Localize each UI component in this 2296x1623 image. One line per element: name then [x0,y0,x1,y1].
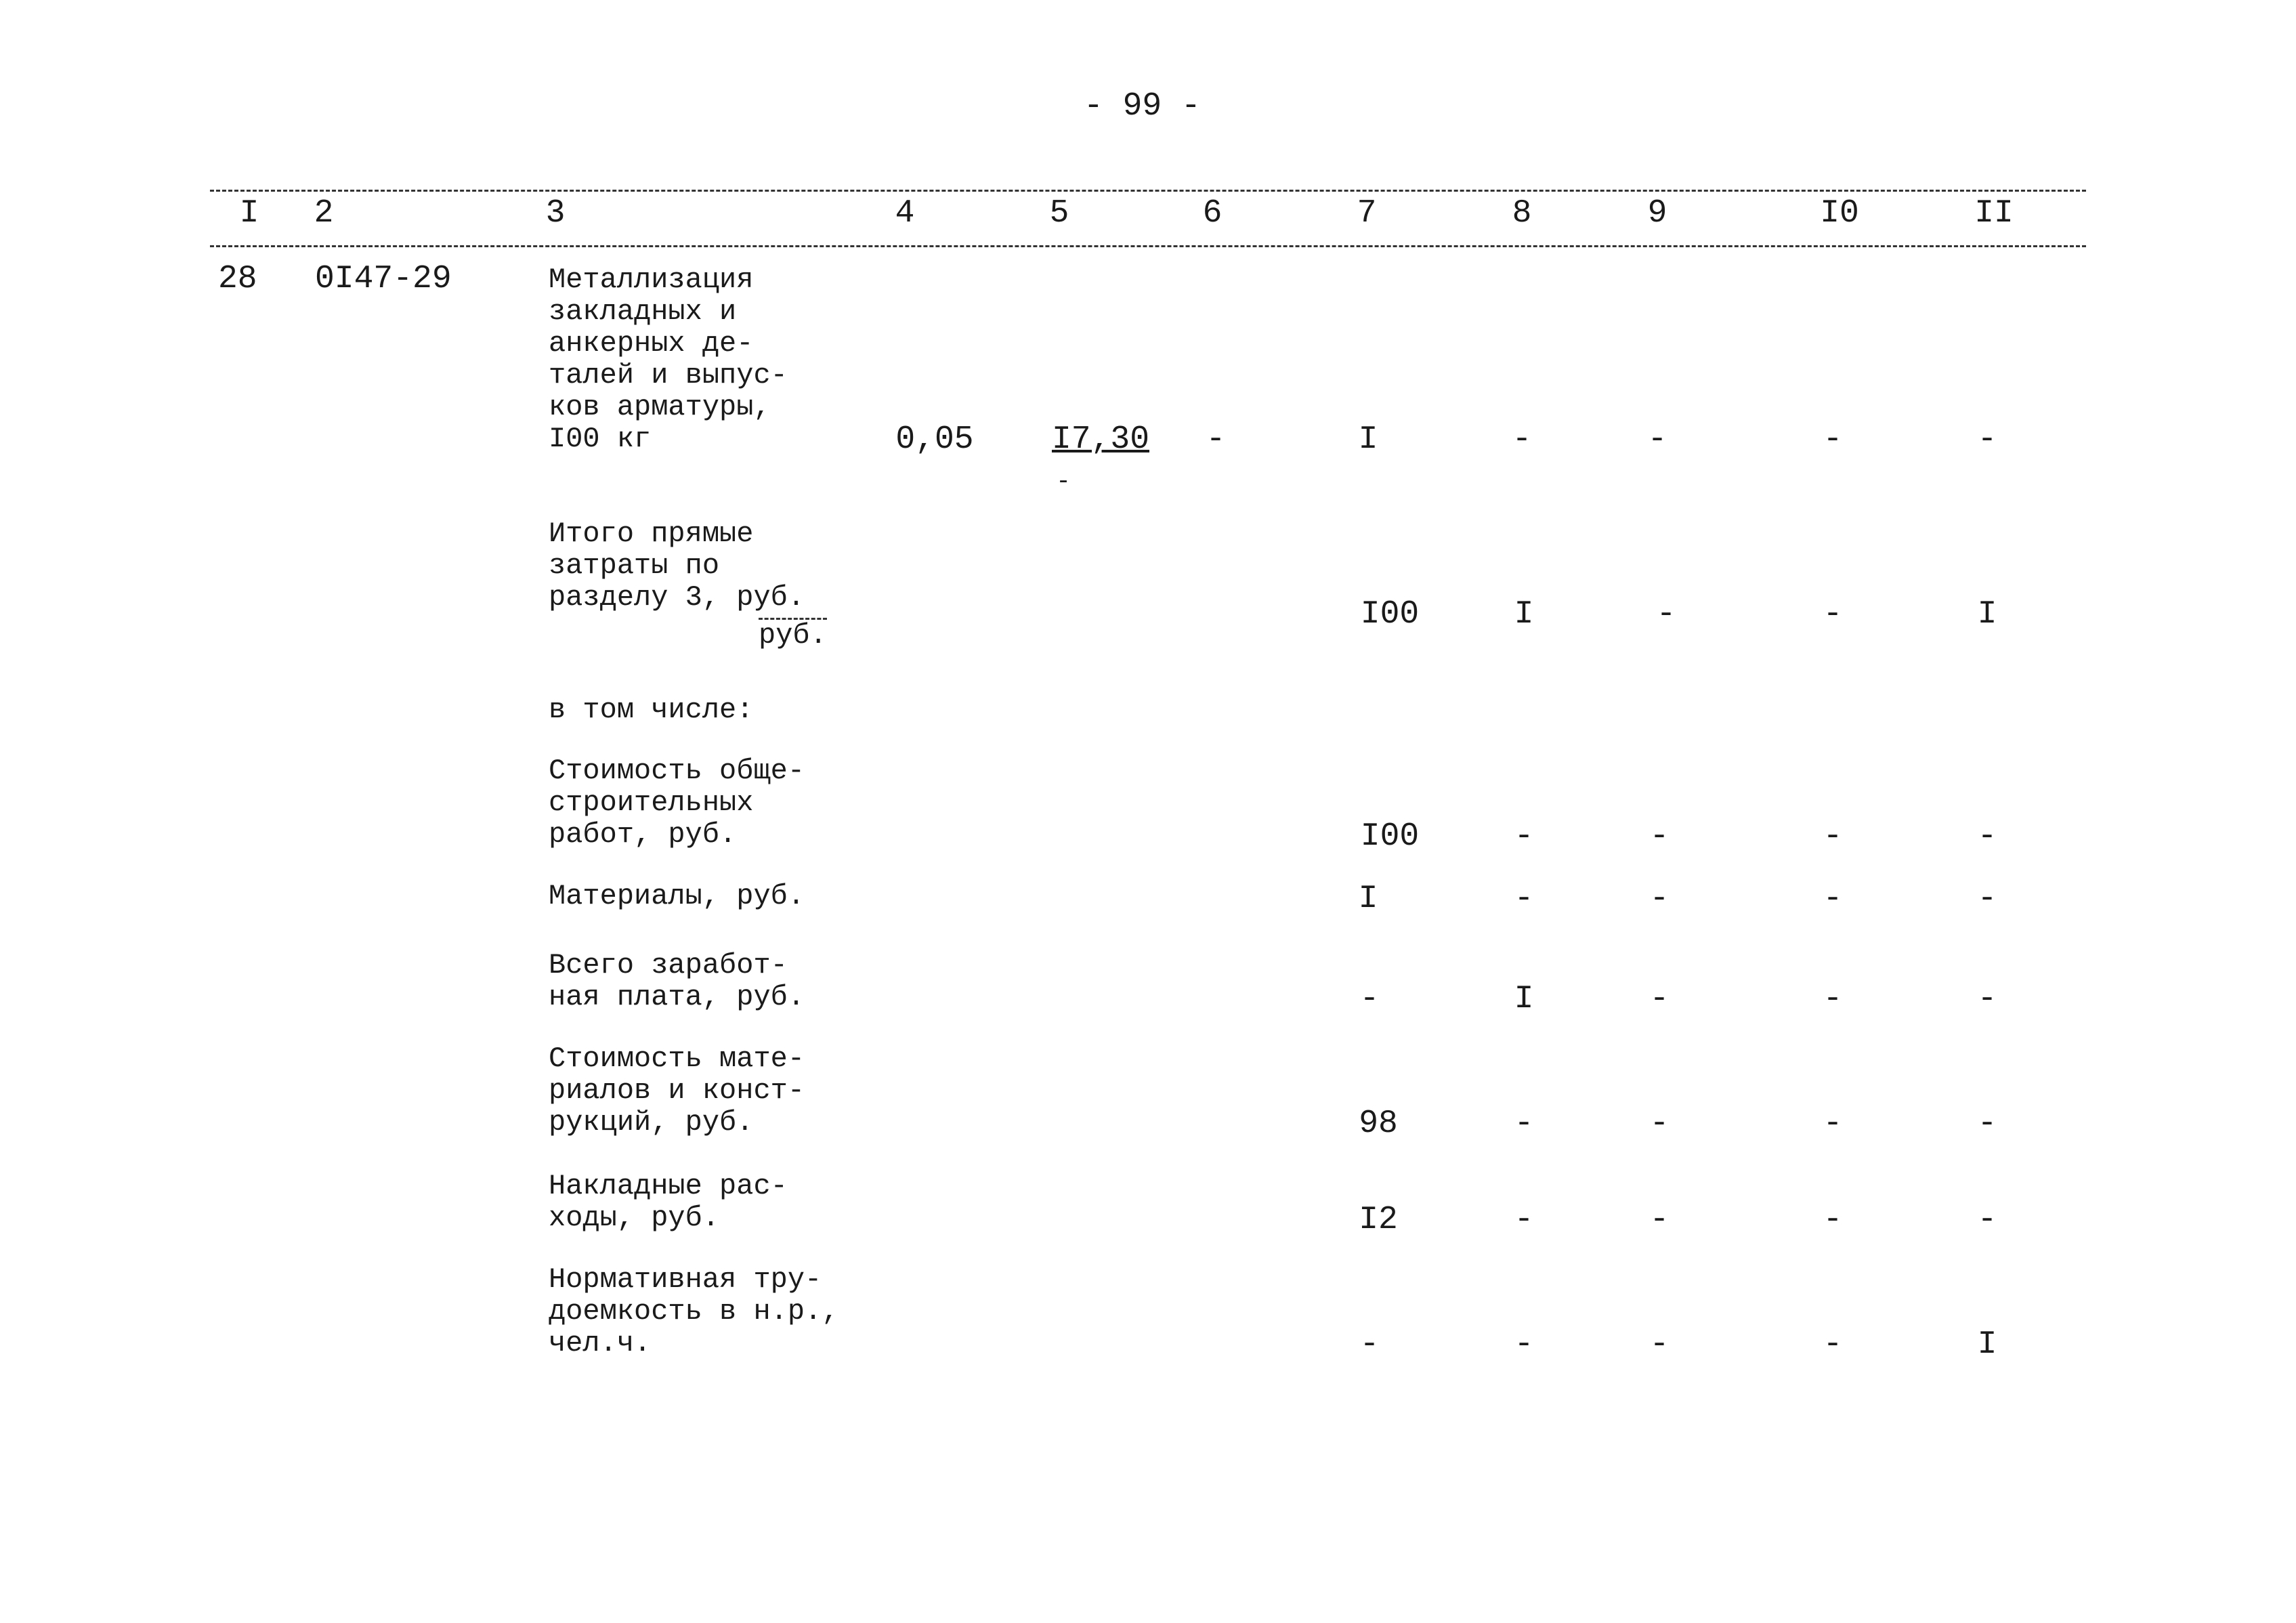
cell-col7: I2 [1359,1202,1398,1238]
column-header: 7 [1357,195,1377,232]
row-description: Стоимость мате- риалов и конст- рукций, … [549,1042,805,1139]
cell-col8: - [1514,1326,1534,1363]
column-header: 6 [1202,195,1223,232]
item-description: Металлизация закладных и анкерных де- та… [549,264,788,455]
cell-col8: - [1514,1202,1534,1238]
cell-col9: - [1649,1202,1670,1238]
column-header: 9 [1647,195,1667,232]
cell-col7: - [1359,1326,1380,1363]
cell-col11: I [1977,1326,1997,1363]
cell-col10: - [1823,1326,1843,1363]
cell-col7: I [1358,421,1378,458]
total-description: Итого прямые затраты по разделу 3, руб. [549,518,805,614]
column-header: I0 [1820,195,1859,232]
cell-col4: 0,05 [895,421,974,458]
column-header: II [1974,195,2014,232]
cell-col8: - [1514,1105,1534,1142]
column-header: 8 [1512,195,1532,232]
cell-col11: - [1977,1202,1997,1238]
cell-col9: - [1649,981,1670,1017]
cell-col11: - [1977,981,1997,1017]
total-unit-denominator: руб. [759,618,827,652]
cell-col5-subnote: - [1056,467,1071,495]
cell-col11: - [1977,421,1997,458]
cell-col9: - [1649,1105,1670,1142]
cell-col7: 98 [1359,1105,1398,1142]
cell-col8: - [1514,818,1534,855]
cell-col9: - [1647,421,1667,458]
cell-col9: - [1649,881,1670,917]
cell-col7: I00 [1360,596,1420,633]
cell-col11: I [1977,596,1997,633]
column-header: 5 [1049,195,1069,232]
item-number: 28 [218,261,257,297]
cell-col11: - [1977,818,1997,855]
header-top-rule [210,190,2086,192]
cell-col8: - [1512,421,1532,458]
column-header: 4 [895,195,915,232]
page-number: - 99 - [1084,88,1201,125]
row-description: Стоимость обще- строительных работ, руб. [549,755,805,851]
including-label: в том числе: [549,694,754,726]
row-description: Нормативная тру- доемкость в н.р., чел.ч… [549,1263,839,1359]
header-bottom-rule [210,245,2086,247]
cell-col8: I [1514,596,1534,633]
cell-col10: - [1823,1105,1843,1142]
column-header: I [239,195,259,232]
cell-col10: - [1823,1202,1843,1238]
item-code: 0I47-29 [315,261,452,297]
cell-col7: I00 [1360,818,1420,855]
column-header: 3 [545,195,566,232]
cell-col10: - [1823,981,1843,1017]
cell-col10: - [1823,421,1843,458]
row-description: Всего заработ- ная плата, руб. [549,949,805,1013]
column-header: 2 [314,195,334,232]
cell-col6: - [1206,421,1226,458]
cell-col8: - [1514,881,1534,917]
cell-col10: - [1823,818,1843,855]
cell-col10: - [1823,881,1843,917]
cell-col9: - [1649,818,1670,855]
row-description: Материалы, руб. [549,880,805,912]
cell-col5: I7,30 [1051,421,1150,458]
cell-col9: - [1649,1326,1670,1363]
cell-col11: - [1977,881,1997,917]
cell-col7: - [1359,981,1380,1017]
cell-col10: - [1823,596,1843,633]
cell-col9: - [1656,596,1676,633]
cell-col8: I [1514,981,1534,1017]
cell-col7: I [1358,881,1378,917]
row-description: Накладные рас- ходы, руб. [549,1170,788,1234]
cell-col11: - [1977,1105,1997,1142]
